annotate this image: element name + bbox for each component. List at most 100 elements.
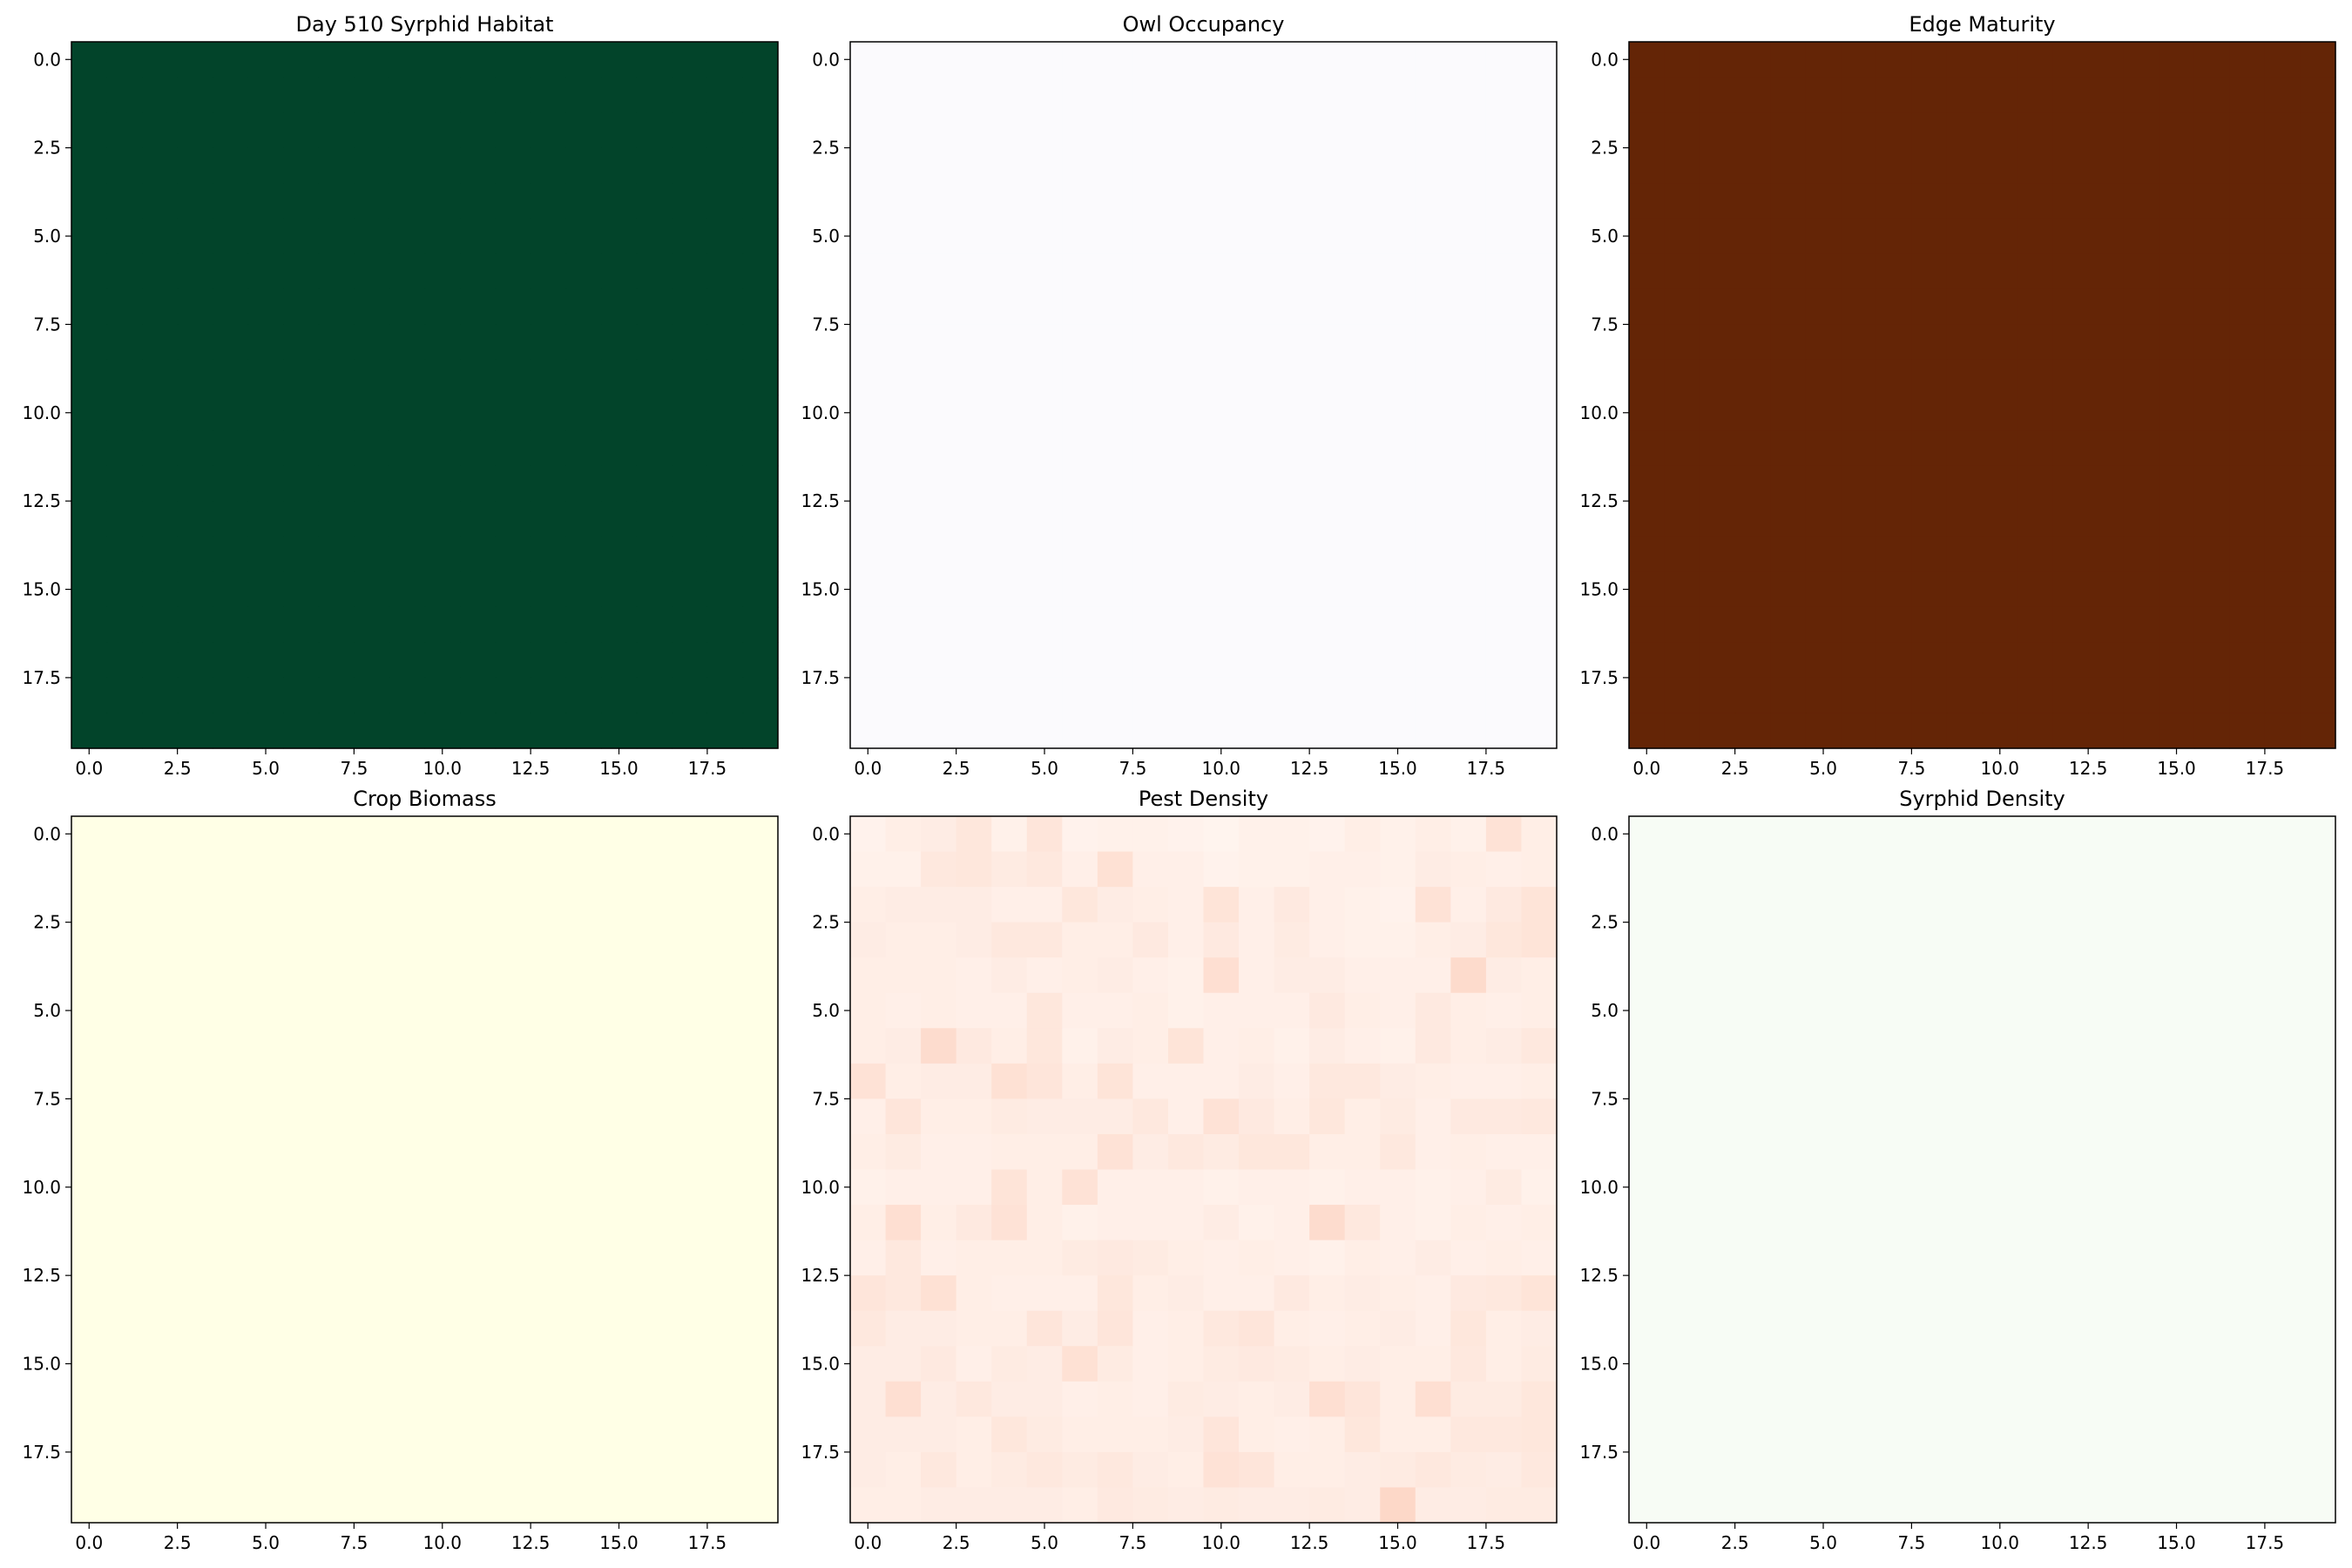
heatmap-cell xyxy=(1629,1063,1666,1099)
heatmap-cell xyxy=(1876,1028,1912,1064)
heatmap-cell xyxy=(318,465,355,502)
heatmap-cell xyxy=(1062,536,1098,572)
heatmap-cell xyxy=(2159,677,2195,714)
heatmap-cell xyxy=(247,1169,284,1206)
heatmap-cell xyxy=(672,1275,708,1312)
heatmap-cell xyxy=(495,359,531,396)
heatmap-cell xyxy=(424,992,461,1029)
heatmap-cell xyxy=(1521,359,1558,396)
heatmap-cell xyxy=(706,1098,744,1135)
heatmap-cell xyxy=(389,922,426,958)
heatmap-cell xyxy=(495,922,531,958)
heatmap-cell xyxy=(1734,183,1771,220)
heatmap-cell xyxy=(1664,1275,1700,1312)
heatmap-cell xyxy=(142,992,179,1029)
heatmap-cell xyxy=(1239,147,1275,184)
heatmap-cell xyxy=(2017,112,2054,149)
heatmap-cell xyxy=(106,1205,143,1241)
heatmap-cell xyxy=(706,1381,744,1417)
heatmap-cell xyxy=(1664,253,1700,290)
heatmap-cell xyxy=(1770,395,1807,431)
heatmap-cell xyxy=(1097,253,1133,290)
heatmap-cell xyxy=(2300,536,2336,572)
y-tick-label: 5.0 xyxy=(1591,1000,1619,1021)
heatmap-cell xyxy=(1167,1451,1205,1489)
heatmap-cell xyxy=(2052,887,2089,923)
heatmap-cell xyxy=(1982,77,2018,113)
heatmap-cell xyxy=(2052,1310,2089,1347)
heatmap-cell xyxy=(991,1381,1028,1417)
heatmap-cell xyxy=(1876,147,1912,184)
heatmap-cell xyxy=(283,112,320,149)
heatmap-cell xyxy=(1274,42,1310,78)
heatmap-cell xyxy=(742,501,779,537)
heatmap-cell xyxy=(460,642,497,679)
heatmap-cell xyxy=(1097,112,1133,149)
heatmap-cell xyxy=(2123,1310,2159,1347)
heatmap-cell xyxy=(318,1205,355,1241)
heatmap-cell xyxy=(1946,1310,1984,1347)
heatmap-cell xyxy=(1911,1451,1948,1489)
heatmap-cell xyxy=(2017,77,2054,113)
heatmap-cell xyxy=(956,1063,992,1099)
heatmap-cell xyxy=(885,1028,922,1064)
heatmap-cell xyxy=(1876,571,1912,608)
heatmap-cell xyxy=(318,183,355,220)
heatmap-cell xyxy=(1062,465,1098,502)
heatmap-cell xyxy=(106,324,143,361)
heatmap-cell xyxy=(2193,536,2230,572)
heatmap-cell xyxy=(2088,430,2125,467)
heatmap-cell xyxy=(921,1063,957,1099)
heatmap-cell xyxy=(177,1381,213,1417)
heatmap-cell xyxy=(1700,288,1736,325)
heatmap-cell xyxy=(1664,359,1700,396)
heatmap-cell xyxy=(1450,501,1487,537)
heatmap-cell xyxy=(460,359,497,396)
heatmap-cell xyxy=(1203,642,1240,679)
heatmap-cell xyxy=(1770,1487,1807,1524)
heatmap-cell xyxy=(1132,1098,1169,1135)
heatmap-cell xyxy=(2300,1381,2336,1417)
heatmap-cell xyxy=(2088,1063,2125,1099)
heatmap-cell xyxy=(1167,922,1205,958)
heatmap-cell xyxy=(601,1098,638,1135)
heatmap-cell xyxy=(1770,1098,1807,1135)
heatmap-cell xyxy=(283,922,320,958)
heatmap-cell xyxy=(636,606,672,643)
heatmap-cell xyxy=(1770,253,1807,290)
heatmap-cell xyxy=(1167,536,1205,572)
heatmap-cell xyxy=(2017,887,2054,923)
heatmap-cell xyxy=(1876,465,1912,502)
heatmap-cell xyxy=(1380,713,1416,749)
heatmap-cell xyxy=(1239,1275,1275,1312)
heatmap-cell xyxy=(1097,1240,1133,1276)
heatmap-cell xyxy=(1239,1133,1275,1171)
heatmap-cell xyxy=(142,1381,179,1417)
heatmap-cell xyxy=(1203,501,1240,537)
heatmap-cell xyxy=(2017,713,2054,749)
heatmap-cell xyxy=(1485,112,1523,149)
heatmap-cell xyxy=(1876,1416,1912,1453)
heatmap-cell xyxy=(1415,1133,1451,1171)
heatmap-cell xyxy=(2264,1381,2301,1417)
heatmap-cell xyxy=(1629,1133,1666,1171)
heatmap-cell xyxy=(565,359,602,396)
heatmap-cell xyxy=(706,430,744,467)
heatmap-cell xyxy=(2193,887,2230,923)
heatmap-cell xyxy=(460,1451,497,1489)
heatmap-cell xyxy=(1629,77,1666,113)
heatmap-cell xyxy=(1167,816,1205,853)
heatmap-cell xyxy=(177,42,213,78)
heatmap-cell xyxy=(742,465,779,502)
heatmap-cell xyxy=(177,359,213,396)
heatmap-cell xyxy=(1062,1275,1098,1312)
heatmap-cell xyxy=(2123,501,2159,537)
heatmap-cell xyxy=(177,1028,213,1064)
heatmap-cell xyxy=(921,1205,957,1241)
heatmap-cell xyxy=(885,1240,922,1276)
heatmap-cell xyxy=(1344,992,1381,1029)
heatmap-cell xyxy=(636,713,672,749)
heatmap-cell xyxy=(565,324,602,361)
heatmap-cell xyxy=(2193,1487,2230,1524)
heatmap-cell xyxy=(177,816,213,853)
